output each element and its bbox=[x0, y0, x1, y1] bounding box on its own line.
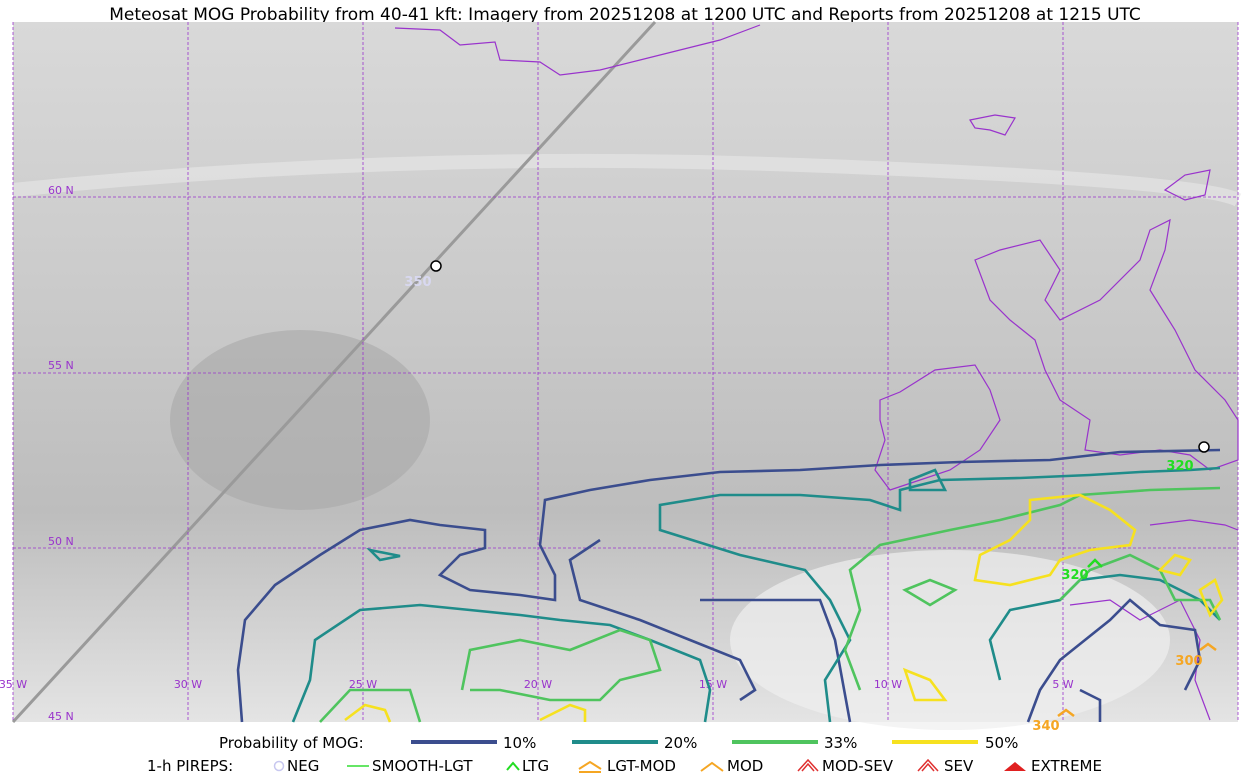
pirep-neg-symbol bbox=[1198, 441, 1210, 453]
graticule: 60 N 55 N 50 N 45 N 35 W 30 W 25 W 20 W … bbox=[0, 22, 1239, 723]
lon-label: 5 W bbox=[1052, 678, 1073, 691]
map-area: 60 N 55 N 50 N 45 N 35 W 30 W 25 W 20 W … bbox=[0, 20, 1242, 734]
pirep-label: 320 bbox=[1061, 568, 1088, 583]
contour-10 bbox=[1026, 598, 1202, 723]
legend-item: 20% bbox=[664, 734, 697, 752]
contour-10 bbox=[568, 538, 852, 723]
legend-item: MOD bbox=[727, 757, 763, 775]
legend-item: 50% bbox=[985, 734, 1018, 752]
pirep-lgt-mod-symbol bbox=[1199, 642, 1217, 651]
legend-symbol bbox=[578, 760, 602, 773]
legend-symbol bbox=[506, 761, 520, 771]
legend-item: LGT-MOD bbox=[607, 757, 676, 775]
coastline-ireland bbox=[874, 364, 1001, 491]
contour-20 bbox=[658, 466, 1221, 723]
contour-20 bbox=[291, 603, 712, 723]
lat-label: 60 N bbox=[48, 184, 74, 197]
contour-50 bbox=[973, 493, 1137, 587]
lat-label: 50 N bbox=[48, 535, 74, 548]
legend-title: 1-h PIREPS: bbox=[147, 757, 233, 775]
legend-symbol bbox=[273, 760, 285, 772]
cloud-feature bbox=[730, 550, 1170, 730]
coastline bbox=[1163, 169, 1211, 201]
legend-symbol bbox=[1004, 762, 1026, 771]
contour-10 bbox=[236, 448, 1221, 723]
contour-20 bbox=[366, 468, 948, 562]
legend-item: LTG bbox=[522, 757, 549, 775]
legend-item: NEG bbox=[287, 757, 319, 775]
lon-label: 10 W bbox=[874, 678, 902, 691]
legend-symbol bbox=[797, 758, 819, 772]
legend-item: MOD-SEV bbox=[822, 757, 894, 775]
legend-item: 33% bbox=[824, 734, 857, 752]
contour-33 bbox=[843, 486, 1221, 691]
contour-33 bbox=[319, 628, 662, 723]
legend-item: SMOOTH-LGT bbox=[372, 757, 473, 775]
legend-symbol bbox=[917, 758, 939, 772]
lon-label: 35 W bbox=[0, 678, 27, 691]
legend-item: SEV bbox=[944, 757, 974, 775]
pirep-neg-symbol bbox=[430, 260, 442, 272]
legend-symbol bbox=[700, 761, 724, 772]
cloud-feature bbox=[170, 330, 430, 510]
pirep-ltg-symbol bbox=[1087, 558, 1103, 568]
pirep-lgt-mod-symbol bbox=[1057, 708, 1075, 717]
lon-label: 25 W bbox=[349, 678, 377, 691]
coastline bbox=[969, 114, 1016, 136]
cloud-band bbox=[12, 153, 1242, 207]
legend-probability: Probability of MOG: 10% 20% 33% 50% bbox=[219, 734, 1018, 752]
pirep-label: 350 bbox=[404, 275, 431, 290]
lat-label: 55 N bbox=[48, 359, 74, 372]
lon-label: 30 W bbox=[174, 678, 202, 691]
lat-label: 45 N bbox=[48, 710, 74, 723]
legend-item: EXTREME bbox=[1031, 757, 1102, 775]
flight-track bbox=[11, 20, 657, 724]
legend-pireps: 1-h PIREPS: NEG SMOOTH-LGT LTG LGT-MOD M… bbox=[147, 757, 1102, 775]
legend-title: Probability of MOG: bbox=[219, 734, 364, 752]
coastline-britain bbox=[974, 218, 1239, 471]
legend-item: 10% bbox=[503, 734, 536, 752]
lon-label: 20 W bbox=[524, 678, 552, 691]
lon-label: 15 W bbox=[699, 678, 727, 691]
title: Meteosat MOG Probability from 40-41 kft:… bbox=[109, 5, 1141, 25]
pirep-label: 340 bbox=[1032, 719, 1059, 734]
pirep-label: 320 bbox=[1166, 459, 1193, 474]
pirep-label: 300 bbox=[1175, 654, 1202, 669]
contour-50 bbox=[344, 553, 1224, 723]
coastline bbox=[394, 24, 761, 76]
